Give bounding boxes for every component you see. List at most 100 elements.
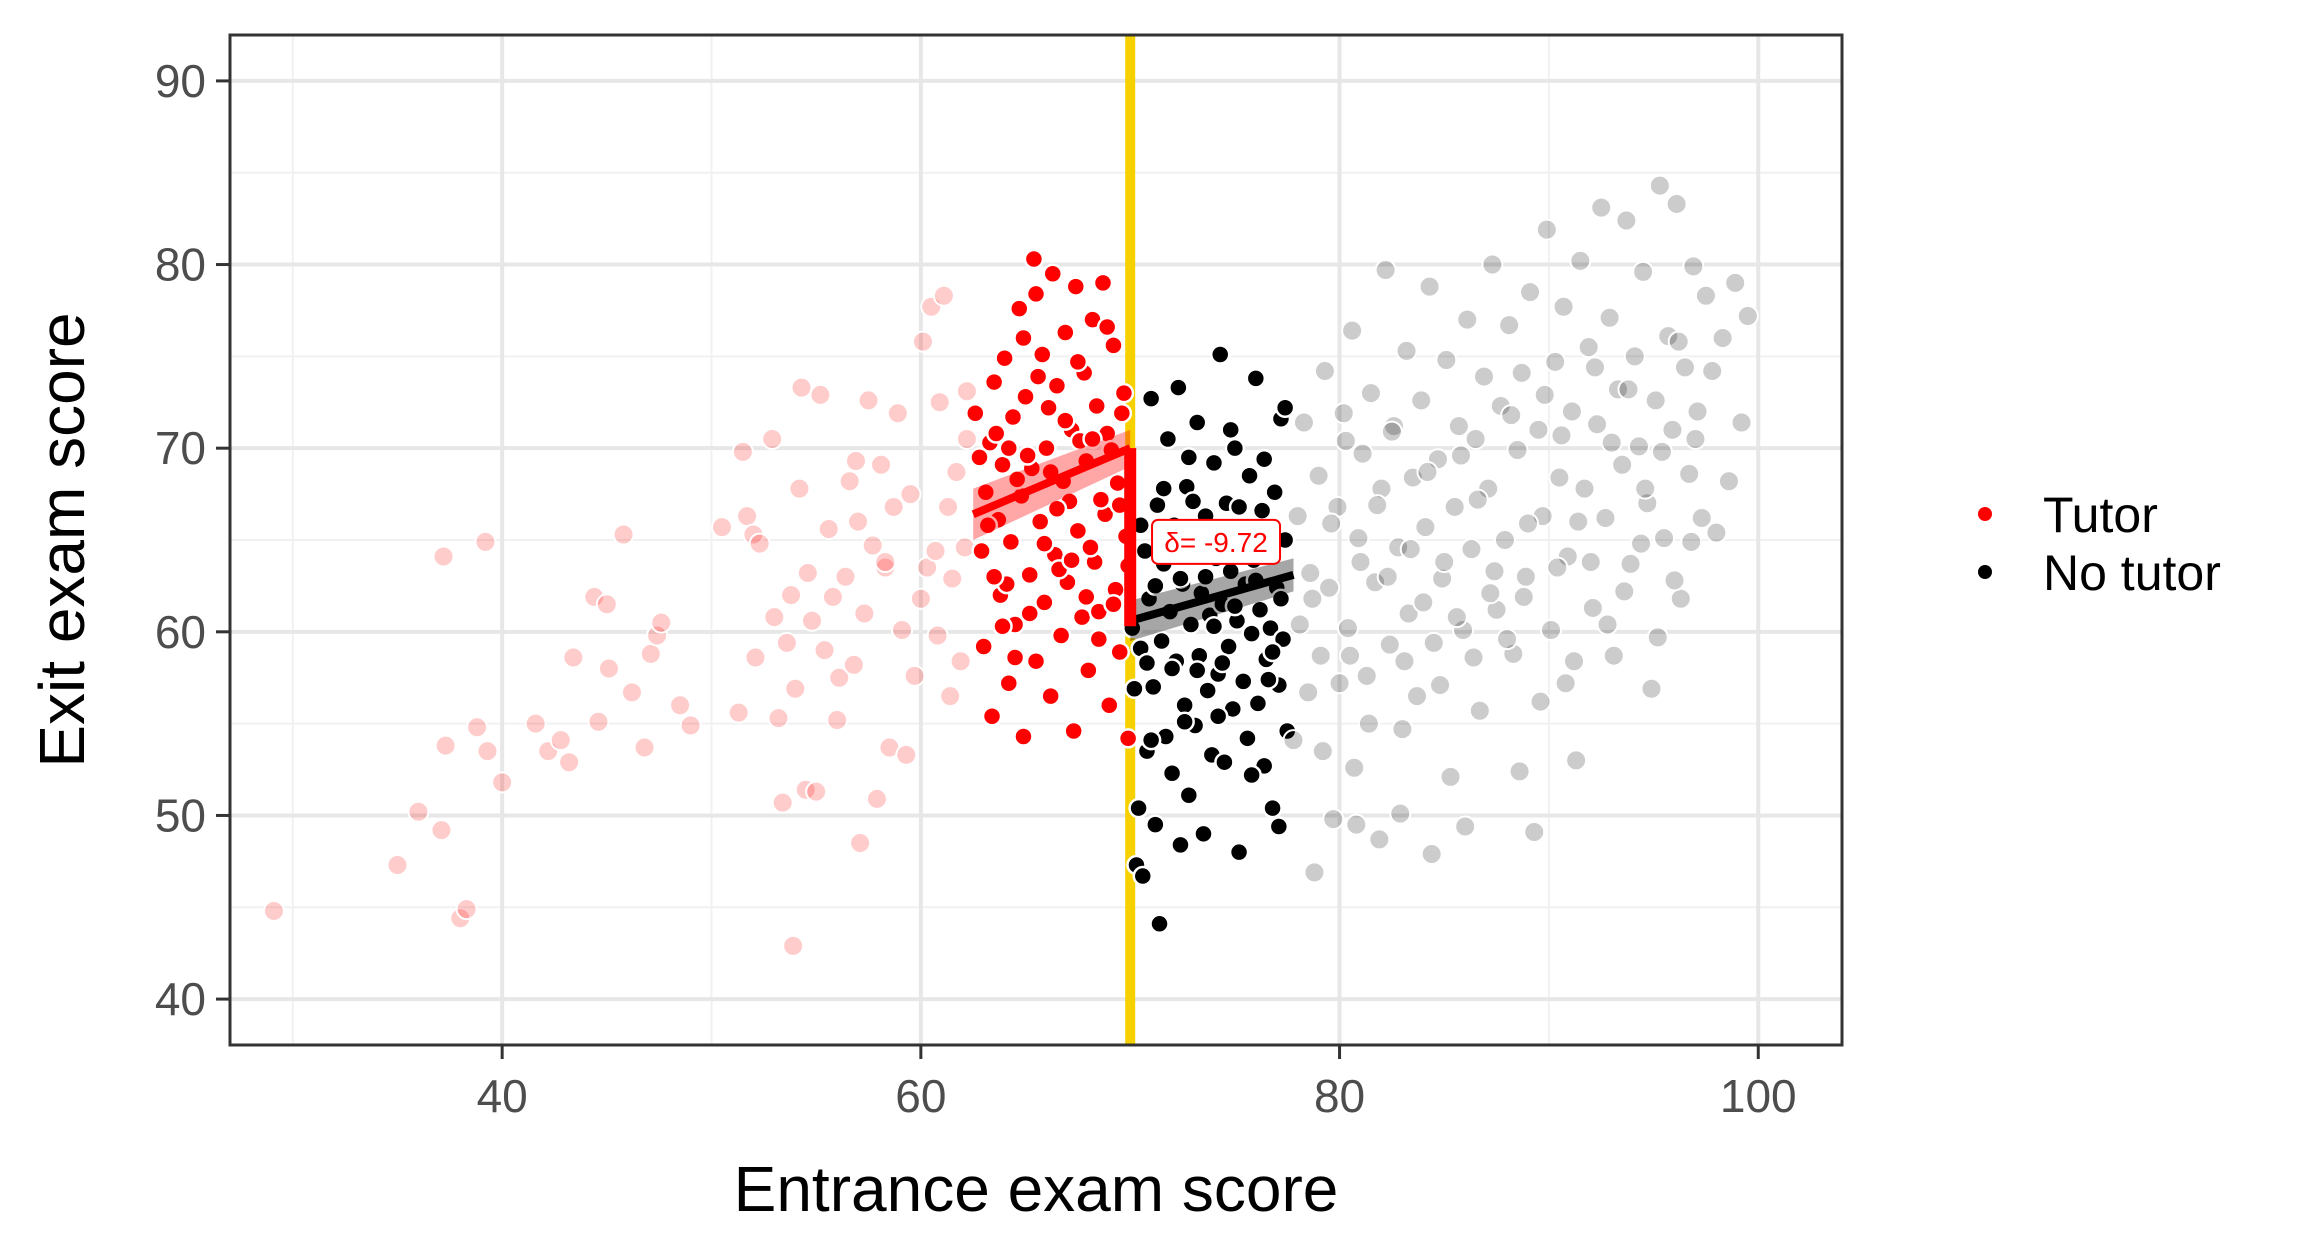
data-point-far	[1701, 360, 1724, 383]
data-point-near	[1103, 594, 1124, 615]
data-point-far	[761, 428, 784, 450]
data-point-far	[1590, 196, 1613, 219]
data-point-far	[1454, 815, 1477, 838]
data-point-far	[1680, 530, 1703, 553]
data-point-far	[1577, 336, 1600, 359]
data-point-near	[1103, 335, 1124, 356]
data-point-far	[1307, 464, 1330, 487]
data-point-far	[1313, 360, 1336, 383]
data-point-near	[985, 423, 1007, 444]
data-point-far	[474, 530, 497, 553]
data-point-near	[981, 706, 1003, 727]
data-point-far	[1583, 356, 1606, 379]
data-point-far	[587, 710, 610, 733]
data-point-far	[1433, 551, 1456, 574]
y-tick-label: 50	[155, 789, 206, 841]
data-point-far	[1412, 591, 1435, 614]
data-point-near	[1241, 764, 1262, 786]
data-point-near	[983, 371, 1005, 393]
data-point-near	[1145, 575, 1166, 597]
data-point-far	[1320, 512, 1343, 535]
data-point-near	[1251, 500, 1273, 521]
data-point-far	[1615, 209, 1638, 232]
data-point-far	[809, 383, 832, 406]
data-point-far	[1288, 613, 1311, 636]
data-point-near	[1178, 785, 1200, 806]
data-point-far	[949, 650, 972, 673]
data-point-far	[1653, 527, 1676, 550]
data-point-far	[466, 716, 489, 739]
data-point-far	[1540, 618, 1563, 641]
data-point-far	[891, 618, 914, 641]
data-point-far	[1399, 538, 1422, 561]
data-point-far	[1646, 626, 1669, 649]
data-point-far	[1711, 327, 1734, 349]
data-point-near	[1096, 316, 1118, 338]
data-point-far	[1445, 606, 1468, 629]
data-point-near	[1046, 498, 1068, 520]
data-point-near	[1109, 641, 1130, 663]
data-point-far	[1347, 527, 1370, 550]
data-point-far	[1473, 365, 1496, 388]
data-point-far	[1516, 512, 1539, 535]
data-point-far	[796, 562, 819, 585]
data-point-far	[899, 483, 922, 506]
data-point-near	[1203, 452, 1225, 474]
data-point-far	[1678, 462, 1701, 485]
data-point-near	[1140, 388, 1162, 409]
data-point-far	[844, 450, 867, 473]
data-point-near	[975, 482, 997, 503]
data-point-far	[861, 534, 884, 557]
data-point-far	[1483, 560, 1506, 583]
data-point-near	[1067, 351, 1089, 373]
data-point-far	[924, 540, 947, 563]
data-point-far	[955, 380, 978, 403]
data-point-near	[1117, 728, 1139, 749]
data-point-near	[1260, 617, 1281, 639]
data-point-near	[1170, 568, 1191, 589]
annotation-layer: δ= -9.72	[1151, 518, 1282, 565]
data-point-far	[1663, 569, 1686, 592]
data-point-far	[849, 832, 872, 854]
data-point-far	[932, 284, 955, 307]
data-point-far	[805, 780, 828, 803]
x-tick-label: 40	[477, 1070, 528, 1122]
data-point-near	[1195, 566, 1216, 587]
data-point-far	[1303, 861, 1326, 884]
data-point-far	[1694, 284, 1717, 307]
data-point-far	[941, 567, 964, 590]
data-point-far	[1374, 259, 1397, 282]
data-point-near	[969, 447, 990, 468]
data-point-far	[1673, 356, 1696, 379]
data-point-far	[646, 624, 669, 647]
data-point-far	[1560, 400, 1583, 423]
data-point-near	[1145, 814, 1166, 835]
data-point-near	[1036, 437, 1057, 459]
data-point-near	[1214, 751, 1235, 773]
data-point-near	[1224, 437, 1246, 459]
data-point-near	[1209, 344, 1231, 365]
data-point-far	[434, 734, 457, 757]
data-point-near	[1149, 913, 1170, 935]
data-point-near	[1055, 410, 1076, 431]
data-point-far	[1406, 685, 1429, 708]
data-point-near	[1107, 472, 1128, 494]
data-point-near	[1075, 586, 1097, 608]
data-point-far	[1297, 681, 1320, 704]
data-point-near	[1082, 428, 1103, 450]
data-point-far	[1544, 350, 1567, 373]
data-point-near	[1237, 728, 1258, 749]
data-point-near	[1128, 797, 1149, 819]
data-point-far	[1397, 602, 1420, 625]
data-point-far	[1512, 585, 1535, 608]
data-point-far	[1439, 765, 1462, 788]
data-point-near	[1013, 327, 1034, 349]
data-point-far	[926, 624, 949, 647]
data-point-near	[1013, 726, 1034, 747]
data-point-far	[620, 681, 643, 704]
regression-lines	[971, 429, 1295, 641]
data-point-far	[1452, 618, 1475, 641]
y-axis-label: Exit exam score	[26, 312, 98, 767]
data-point-far	[1552, 295, 1575, 318]
